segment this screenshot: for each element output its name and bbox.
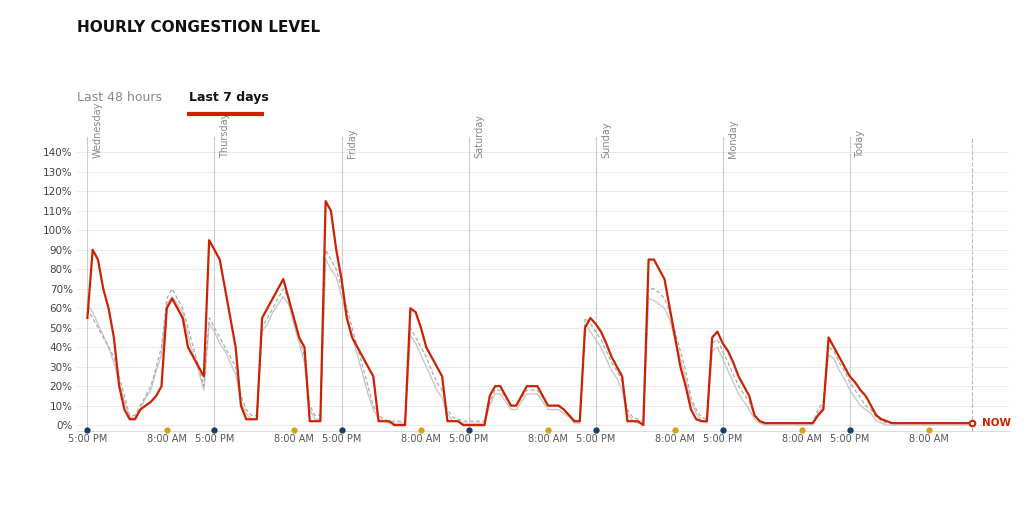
Text: Thursday: Thursday: [220, 113, 229, 158]
Text: Sunday: Sunday: [601, 122, 611, 158]
Text: Saturday: Saturday: [474, 114, 484, 158]
Text: HOURLY CONGESTION LEVEL: HOURLY CONGESTION LEVEL: [77, 20, 319, 35]
Text: Friday: Friday: [347, 129, 356, 158]
Text: Today: Today: [855, 130, 865, 158]
Text: Monday: Monday: [728, 120, 738, 158]
Text: Last 48 hours: Last 48 hours: [77, 91, 162, 104]
Text: Wednesday: Wednesday: [93, 102, 102, 158]
Text: NOW: NOW: [982, 418, 1011, 428]
Text: Last 7 days: Last 7 days: [189, 91, 269, 104]
